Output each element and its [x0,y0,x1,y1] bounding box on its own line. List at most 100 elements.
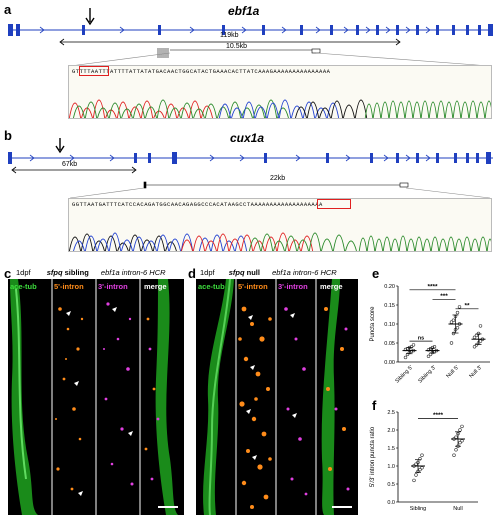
data-point [451,318,456,322]
panel-c-ch-acetub: ace-tub [10,282,37,291]
panel-d-probe-gene: ebf1a [272,268,291,277]
y-tick-label: 0.00 [384,360,395,366]
panel-d-stage: 1dpf [200,268,215,277]
panel-a-zoom-label: 10.5kb [226,43,248,50]
significance-label: ns [418,336,424,342]
significance-label: ** [464,302,470,309]
data-point [403,355,408,360]
data-point [418,467,422,472]
panel-d-probe-rest: intron-6 HCR [292,268,337,277]
data-point [420,453,424,457]
data-point [455,310,460,315]
data-point [454,448,458,452]
panel-b-label: b [4,128,12,143]
panel-c-probe-rest: intron-6 HCR [121,268,166,277]
panel-c-label: c [4,266,12,281]
x-tick-label: Null 3' [468,365,483,380]
panel-b-gene-diagram [8,138,493,174]
data-point [452,453,456,457]
data-point [414,473,418,477]
y-tick-label: 0.15 [384,303,395,309]
data-point [478,339,483,343]
panel-a-gene-diagram [8,8,493,46]
panel-d-ch-3intron: 3'-intron [278,282,308,291]
panel-e-chart: 0.00 0.05 0.10 0.15 0.20 Puncta score Sibling … [370,283,490,385]
data-point [455,326,460,330]
panel-c-probe-gene: ebf1a [100,268,120,277]
data-point [472,335,477,339]
data-point [449,341,454,345]
panel-c-genotype-gene: sfpq [46,268,63,277]
panel-b-gene-title: cux1a [230,131,265,145]
panel-c-genotype: sibling [64,268,89,277]
panel-b-zoom-inset [69,181,491,199]
y-tick-label: 0.0 [387,500,395,506]
panel-b-span-label: 67kb [62,161,78,168]
panel-a-label: a [4,2,12,17]
panel-c-micrograph [8,279,184,515]
panel-b-trace [69,232,491,251]
panel-e-label: e [372,266,380,281]
data-point [460,439,464,443]
panel-a-chromatogram: GTTTTAATTTATTTTATTATATGACAACTGGCATACTGAA… [68,65,492,119]
data-point [418,457,422,461]
data-point [458,428,462,432]
panel-b-sequence: GGTTAATGATTTCATCCACAGATGGCAACAGAGGCCCACA… [72,201,323,208]
panel-c-image: ace-tub 5'-intron 3'-intron merge [8,279,184,515]
panel-a-gene-title: ebf1a [228,4,260,18]
panel-d-genotype: null [246,268,260,277]
data-point [478,324,483,328]
panel-d-header: 1dpf sfpq null ebf1a intron-6 HCR [200,268,360,277]
significance-label: **** [427,283,438,290]
data-point [412,478,416,483]
data-point [457,305,462,309]
y-tick-label: 0.20 [384,284,395,290]
data-point [426,354,431,359]
data-point [449,320,454,324]
panel-a-trace [69,99,491,118]
y-tick-label: 0.5 [387,482,395,488]
panel-d-label: d [188,266,196,281]
significance-label: **** [433,412,444,419]
data-point [454,435,458,439]
panel-d-ch-acetub: ace-tub [198,282,225,291]
panel-c-header: 1dpf sfpq sibling ebf1a intron-6 HCR [16,268,186,277]
panel-c-stage: 1dpf [16,268,31,277]
data-point [472,345,477,349]
panel-d-genotype-gene: sfpq [228,268,245,277]
x-tick-label: Sibling 3' [417,365,437,385]
panel-a-sequence: GTTTTAATTTATTTTATTATATGACAACTGGCATACTGAA… [72,68,331,75]
panel-b-zoom-label: 22kb [270,175,286,182]
data-point [451,331,456,336]
data-point [420,466,424,470]
panel-d-ch-merge: merge [320,282,343,291]
panel-a-highlight-box [79,66,109,76]
panel-d-micrograph [196,279,358,515]
panel-f-label: f [372,398,377,413]
panel-c-ch-5intron: 5'-intron [54,282,84,291]
data-point [458,440,462,445]
panel-d-ch-5intron: 5'-intron [238,282,268,291]
data-point [409,345,414,349]
significance-label: *** [440,293,448,300]
data-point [460,424,464,429]
panel-b-chromatogram: GGTTAATGATTTCATCCACAGATGGCAACAGAGGCCCACA… [68,198,492,252]
data-point [409,349,414,354]
y-tick-label: 1.5 [387,446,395,452]
y-tick-label: 0.05 [384,341,395,347]
x-tick-label: Sibling [410,506,427,512]
panel-a-zoom-lines [69,52,491,67]
panel-d-image: ace-tub 5'-intron 3'-intron merge [196,279,358,515]
data-point [411,343,416,347]
data-point [405,352,410,357]
y-tick-label: 2.5 [387,410,395,416]
data-point [474,343,479,347]
panel-f-chart: 0.0 0.5 1.0 1.5 2.0 2.5 5'/3' intron puncta ra… [370,410,478,512]
x-tick-label: Sibling 5' [394,365,414,385]
x-tick-label: Null [453,506,462,512]
y-tick-label: 1.0 [387,464,395,470]
panel-c-ch-3intron: 3'-intron [98,282,128,291]
y-tick-label: 2.0 [387,428,395,434]
panel-b-highlight-box [317,199,351,209]
x-tick-label: Null 5' [445,365,460,380]
